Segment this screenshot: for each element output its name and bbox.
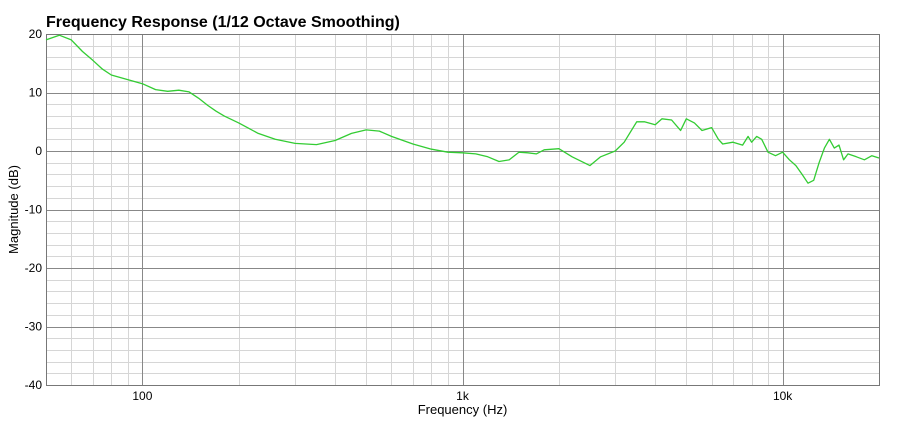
x-tick-label: 100 [132, 389, 152, 403]
chart-title: Frequency Response (1/12 Octave Smoothin… [46, 14, 400, 31]
series-line-0 [45, 34, 880, 184]
plot-frame [46, 34, 880, 386]
y-tick-label: 0 [35, 144, 42, 158]
y-tick-label: 10 [29, 86, 43, 100]
x-axis-label: Frequency (Hz) [418, 402, 508, 417]
x-tick-label: 1k [456, 389, 470, 403]
y-axis-label: Magnitude (dB) [6, 165, 21, 254]
x-tick-label: 10k [773, 389, 793, 403]
minor-grid [46, 34, 879, 385]
y-tick-label: -20 [25, 261, 43, 275]
series-layer [45, 34, 880, 184]
y-tick-label: -10 [25, 203, 43, 217]
y-tick-labels: 20 10 0 -10 -20 -30 -40 [25, 27, 43, 392]
y-tick-label: 20 [29, 27, 43, 41]
y-tick-label: -30 [25, 320, 43, 334]
x-tick-labels: 100 1k 10k [132, 389, 793, 403]
y-tick-label: -40 [25, 378, 43, 392]
major-grid [46, 34, 879, 386]
